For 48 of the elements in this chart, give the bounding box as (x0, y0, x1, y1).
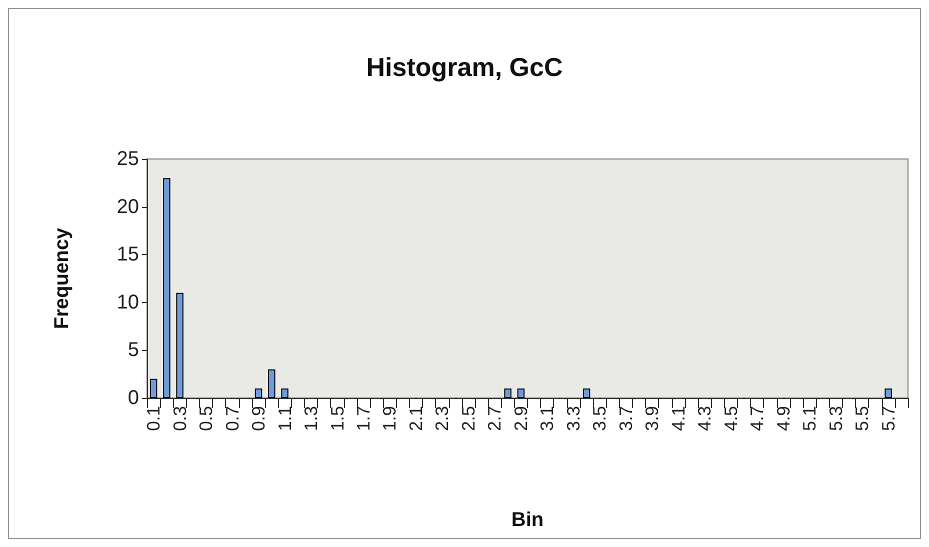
x-axis-title: Bin (511, 509, 544, 531)
x-tick-label: 0.3 (170, 406, 190, 432)
x-tick-label: 1.7 (353, 406, 374, 432)
x-tick-label: 5.5 (852, 406, 872, 432)
x-tick-label: 0.5 (196, 406, 216, 432)
bar (582, 388, 590, 398)
x-tick-label: 0.9 (248, 406, 269, 432)
y-tick-label: 25 (116, 148, 139, 170)
x-tick-label: 4.7 (747, 406, 768, 432)
bar (268, 369, 276, 398)
x-tick-label: 1.3 (301, 406, 322, 432)
x-tick-label: 1.5 (327, 406, 348, 432)
bar (884, 388, 892, 398)
x-tick-label: 4.1 (668, 406, 688, 432)
x-tick-label: 3.7 (616, 406, 636, 432)
x-tick-label: 3.3 (563, 406, 584, 432)
bar (281, 388, 288, 398)
x-tick-label: 2.5 (458, 406, 478, 432)
x-tick-label: 5.1 (800, 406, 820, 432)
x-tick-label: 0.1 (144, 406, 164, 432)
bar (254, 388, 262, 398)
y-tick-label: 5 (128, 339, 139, 362)
x-tick-label: 1.1 (274, 406, 295, 432)
bar (163, 178, 170, 398)
bar (176, 292, 184, 398)
x-tick-label: 5.7 (878, 406, 898, 432)
x-tick-label: 2.9 (510, 406, 531, 432)
bar (517, 388, 525, 398)
x-tick-label: 2.3 (432, 406, 452, 432)
x-tick-label: 0.7 (222, 406, 242, 432)
bar (150, 378, 158, 398)
bar (504, 388, 512, 398)
x-tick-label: 1.9 (380, 406, 400, 432)
x-tick-label: 2.1 (406, 406, 426, 432)
x-tick-label: 4.5 (720, 406, 741, 432)
y-tick-label: 10 (116, 291, 139, 314)
chart-title: Histogram, GcC (366, 52, 563, 82)
x-tick-label: 3.9 (642, 406, 662, 432)
x-tick-label: 5.3 (826, 406, 846, 432)
y-tick-label: 0 (128, 387, 139, 409)
y-tick-label: 20 (116, 196, 139, 218)
y-tick-label: 15 (116, 244, 139, 266)
x-tick-label: 3.1 (537, 406, 558, 432)
x-tick-label: 2.7 (484, 406, 505, 432)
y-axis-title: Frequency (51, 227, 73, 330)
x-tick-label: 3.5 (590, 406, 610, 432)
x-tick-label: 4.3 (694, 406, 715, 432)
x-tick-label: 4.9 (773, 406, 794, 432)
